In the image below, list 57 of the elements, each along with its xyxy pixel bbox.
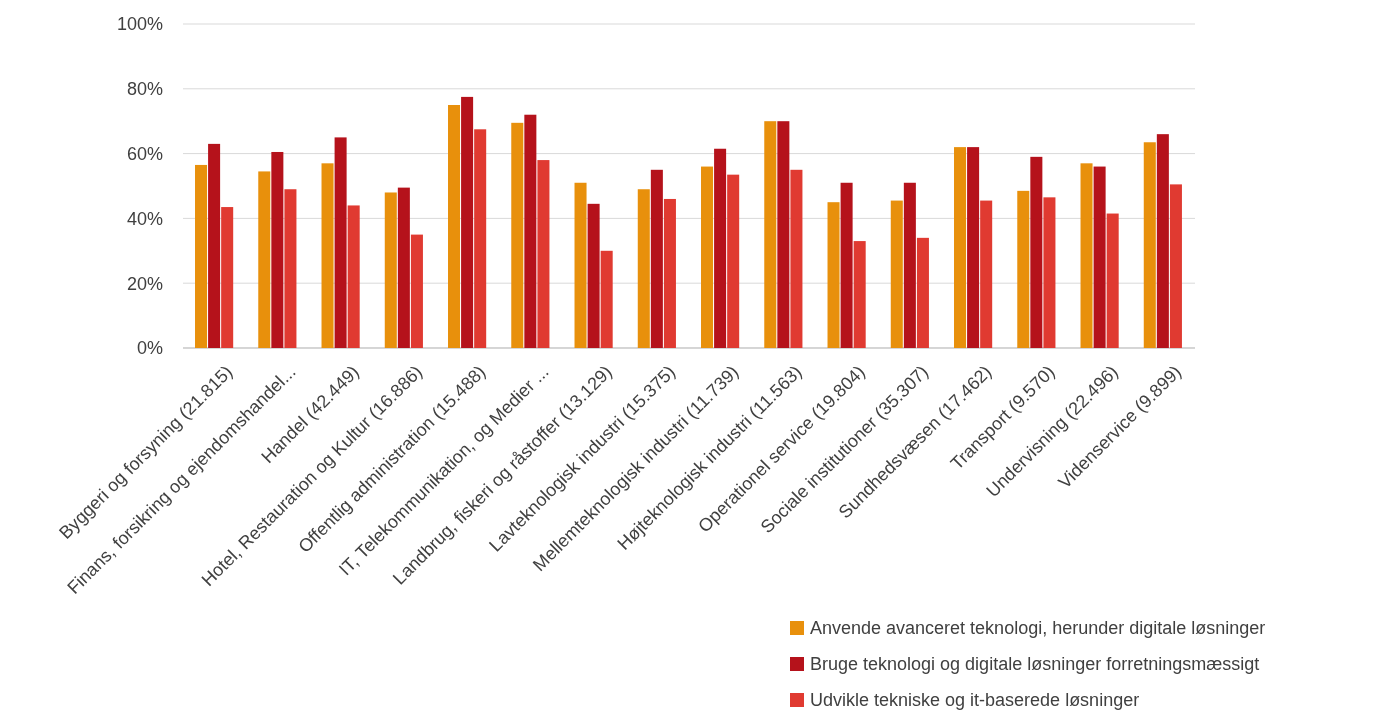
y-tick-label: 80% bbox=[126, 79, 163, 100]
bar bbox=[764, 121, 777, 348]
bar bbox=[916, 237, 929, 348]
y-tick-label: 60% bbox=[126, 143, 163, 164]
bar bbox=[574, 182, 587, 348]
bar bbox=[537, 160, 550, 348]
bar bbox=[410, 234, 423, 348]
bar bbox=[524, 114, 537, 348]
bar bbox=[827, 202, 840, 348]
bar bbox=[1030, 156, 1043, 348]
bar bbox=[1143, 142, 1156, 348]
bar bbox=[221, 207, 234, 348]
bar bbox=[1043, 197, 1056, 348]
bar bbox=[600, 250, 613, 348]
bar bbox=[347, 205, 360, 348]
bar bbox=[284, 189, 297, 348]
bar bbox=[954, 147, 967, 348]
bar bbox=[701, 166, 714, 348]
bar bbox=[208, 143, 221, 348]
bar bbox=[1106, 213, 1119, 348]
bar bbox=[1169, 184, 1182, 348]
legend-label: Anvende avanceret teknologi, herunder digitale løsninger bbox=[810, 618, 1266, 639]
bar bbox=[195, 164, 208, 348]
bar bbox=[853, 241, 866, 348]
bar bbox=[474, 129, 487, 348]
y-tick-label: 20% bbox=[126, 273, 163, 294]
legend-label: Bruge teknologi og digitale løsninger forretningsmæssigt bbox=[810, 654, 1260, 675]
y-tick-label: 100% bbox=[116, 14, 163, 35]
bar bbox=[637, 189, 650, 348]
bar bbox=[967, 147, 980, 348]
y-tick-label: 40% bbox=[126, 208, 163, 229]
legend-label: Udvikle tekniske og it-baserede løsninger bbox=[810, 690, 1140, 711]
bar bbox=[790, 169, 803, 348]
bar bbox=[980, 200, 993, 348]
bar bbox=[511, 122, 524, 348]
bar bbox=[1093, 166, 1106, 348]
bar bbox=[903, 182, 916, 348]
bar bbox=[1156, 134, 1169, 348]
bar bbox=[334, 137, 347, 348]
bar bbox=[384, 192, 397, 348]
bar bbox=[1080, 163, 1093, 348]
bar bbox=[650, 169, 663, 348]
bar bbox=[271, 151, 284, 348]
bar bbox=[321, 163, 334, 348]
bar bbox=[1017, 190, 1030, 348]
bar bbox=[587, 203, 600, 348]
bar bbox=[777, 121, 790, 348]
bar bbox=[714, 148, 727, 348]
bar bbox=[663, 198, 676, 348]
bar bbox=[258, 171, 271, 348]
bar bbox=[397, 187, 410, 348]
bar bbox=[890, 200, 903, 348]
bar bbox=[727, 174, 740, 348]
bar bbox=[461, 96, 474, 348]
y-tick-label: 0% bbox=[136, 338, 163, 359]
bar bbox=[840, 182, 853, 348]
bar bbox=[448, 105, 461, 348]
